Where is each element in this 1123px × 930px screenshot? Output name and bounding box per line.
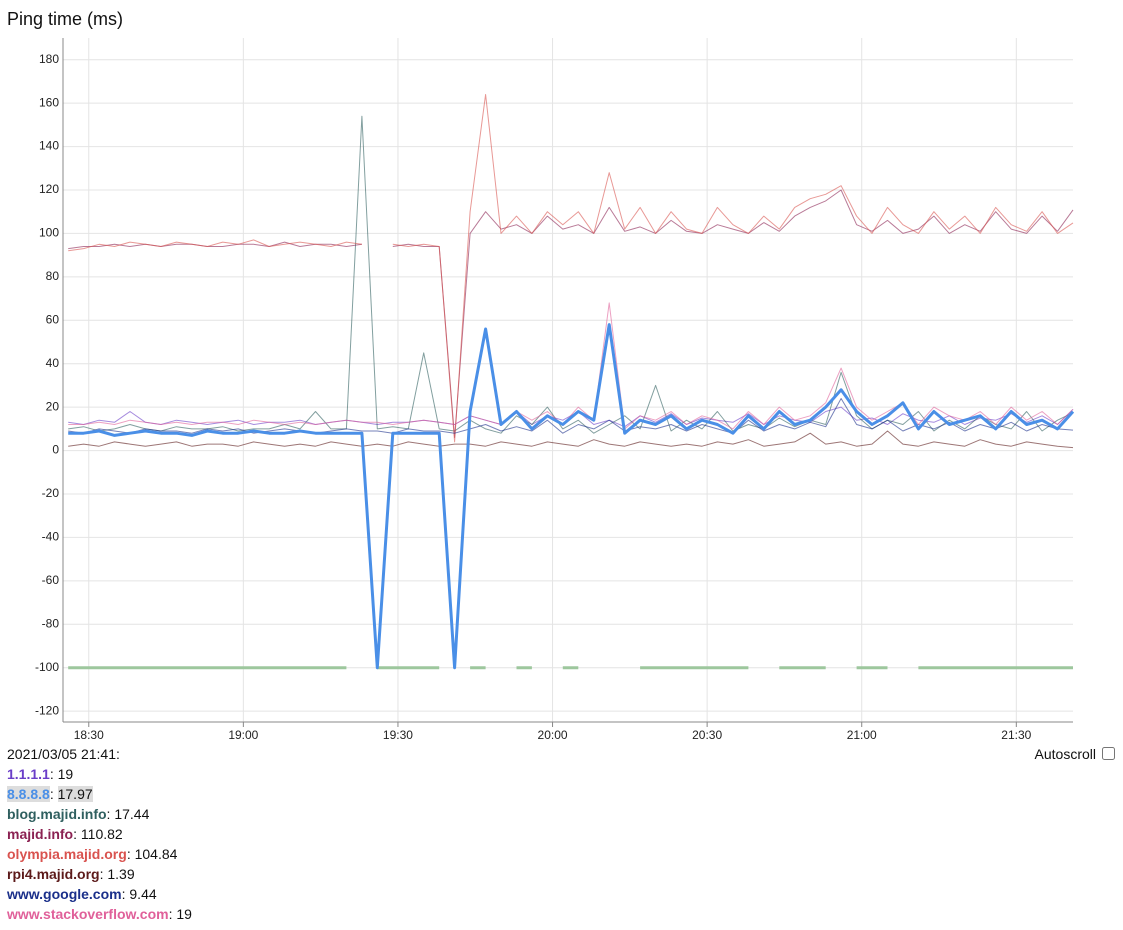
legend-name: 8.8.8.8: [7, 786, 50, 802]
y-tick-label: -120: [35, 703, 59, 717]
autoscroll-checkbox[interactable]: [1102, 747, 1115, 760]
x-tick-label: 21:00: [847, 728, 877, 742]
y-tick-label: 0: [52, 443, 59, 457]
legend-value: 9.44: [129, 886, 157, 902]
series-line: [68, 398, 1074, 434]
separator: :: [49, 766, 58, 782]
legend-value: 17.44: [114, 806, 150, 822]
legend: 2021/03/05 21:41: 1.1.1.1: 19 8.8.8.8: 17…: [7, 744, 192, 924]
chart-title: Ping time (ms): [7, 9, 124, 29]
y-tick-label: 100: [39, 226, 59, 240]
y-tick-label: 180: [39, 52, 59, 66]
y-tick-label: 160: [39, 95, 59, 109]
legend-name: rpi4.majid.org: [7, 866, 100, 882]
legend-entry: blog.majid.info: 17.44: [7, 804, 192, 824]
x-tick-label: 21:30: [1001, 728, 1031, 742]
x-tick-label: 20:00: [538, 728, 568, 742]
separator: :: [99, 866, 108, 882]
separator: :: [106, 806, 115, 822]
y-tick-label: 60: [46, 312, 60, 326]
x-tick-label: 19:00: [228, 728, 258, 742]
separator: :: [73, 826, 81, 842]
legend-entry: www.stackoverflow.com: 19: [7, 904, 192, 924]
y-tick-label: -80: [42, 616, 60, 630]
series-line: [68, 115, 1074, 434]
legend-name: blog.majid.info: [7, 806, 107, 822]
y-tick-label: -20: [42, 486, 60, 500]
legend-entry: 1.1.1.1: 19: [7, 764, 192, 784]
legend-value: 17.97: [57, 786, 93, 802]
x-tick-label: 18:30: [74, 728, 104, 742]
separator: :: [121, 886, 130, 902]
y-tick-label: -40: [42, 530, 60, 544]
legend-name: www.google.com: [7, 886, 122, 902]
separator: :: [126, 846, 135, 862]
highlighted-series-line: [68, 323, 1075, 670]
legend-value: 19: [176, 906, 192, 922]
series-line: [68, 430, 1074, 449]
legend-entry: olympia.majid.org: 104.84: [7, 844, 192, 864]
legend-value: 1.39: [107, 866, 135, 882]
autoscroll-label: Autoscroll: [1034, 746, 1096, 762]
series-line: [68, 302, 1074, 430]
series-line: [68, 94, 1074, 443]
legend-name: 1.1.1.1: [7, 766, 50, 782]
autoscroll-toggle[interactable]: Autoscroll: [1035, 744, 1115, 764]
legend-entry: 8.8.8.8: 17.97: [7, 784, 192, 804]
y-tick-label: 80: [46, 269, 60, 283]
x-tick-label: 19:30: [383, 728, 413, 742]
legend-name: olympia.majid.org: [7, 846, 127, 862]
timestamp: 2021/03/05 21:41:: [7, 746, 120, 762]
legend-entry: majid.info: 110.82: [7, 824, 192, 844]
legend-value: 104.84: [134, 846, 178, 862]
separator: :: [49, 786, 58, 802]
y-tick-label: 140: [39, 139, 59, 153]
legend-value: 110.82: [80, 826, 123, 842]
x-tick-label: 20:30: [692, 728, 722, 742]
y-tick-label: 40: [46, 356, 60, 370]
legend-entry: www.google.com: 9.44: [7, 884, 192, 904]
legend-entry: rpi4.majid.org: 1.39: [7, 864, 192, 884]
legend-name: www.stackoverflow.com: [7, 906, 169, 922]
legend-name: majid.info: [7, 826, 74, 842]
y-tick-label: 20: [46, 399, 60, 413]
y-tick-label: -100: [35, 660, 59, 674]
y-tick-label: -60: [42, 573, 60, 587]
chart: -120 -100 -80 -60 -40 -20 0 20 40 60 80 100 120 140 16…: [35, 38, 1075, 742]
legend-value: 19: [57, 766, 74, 782]
y-tick-label: 120: [39, 182, 59, 196]
separator: :: [168, 906, 177, 922]
